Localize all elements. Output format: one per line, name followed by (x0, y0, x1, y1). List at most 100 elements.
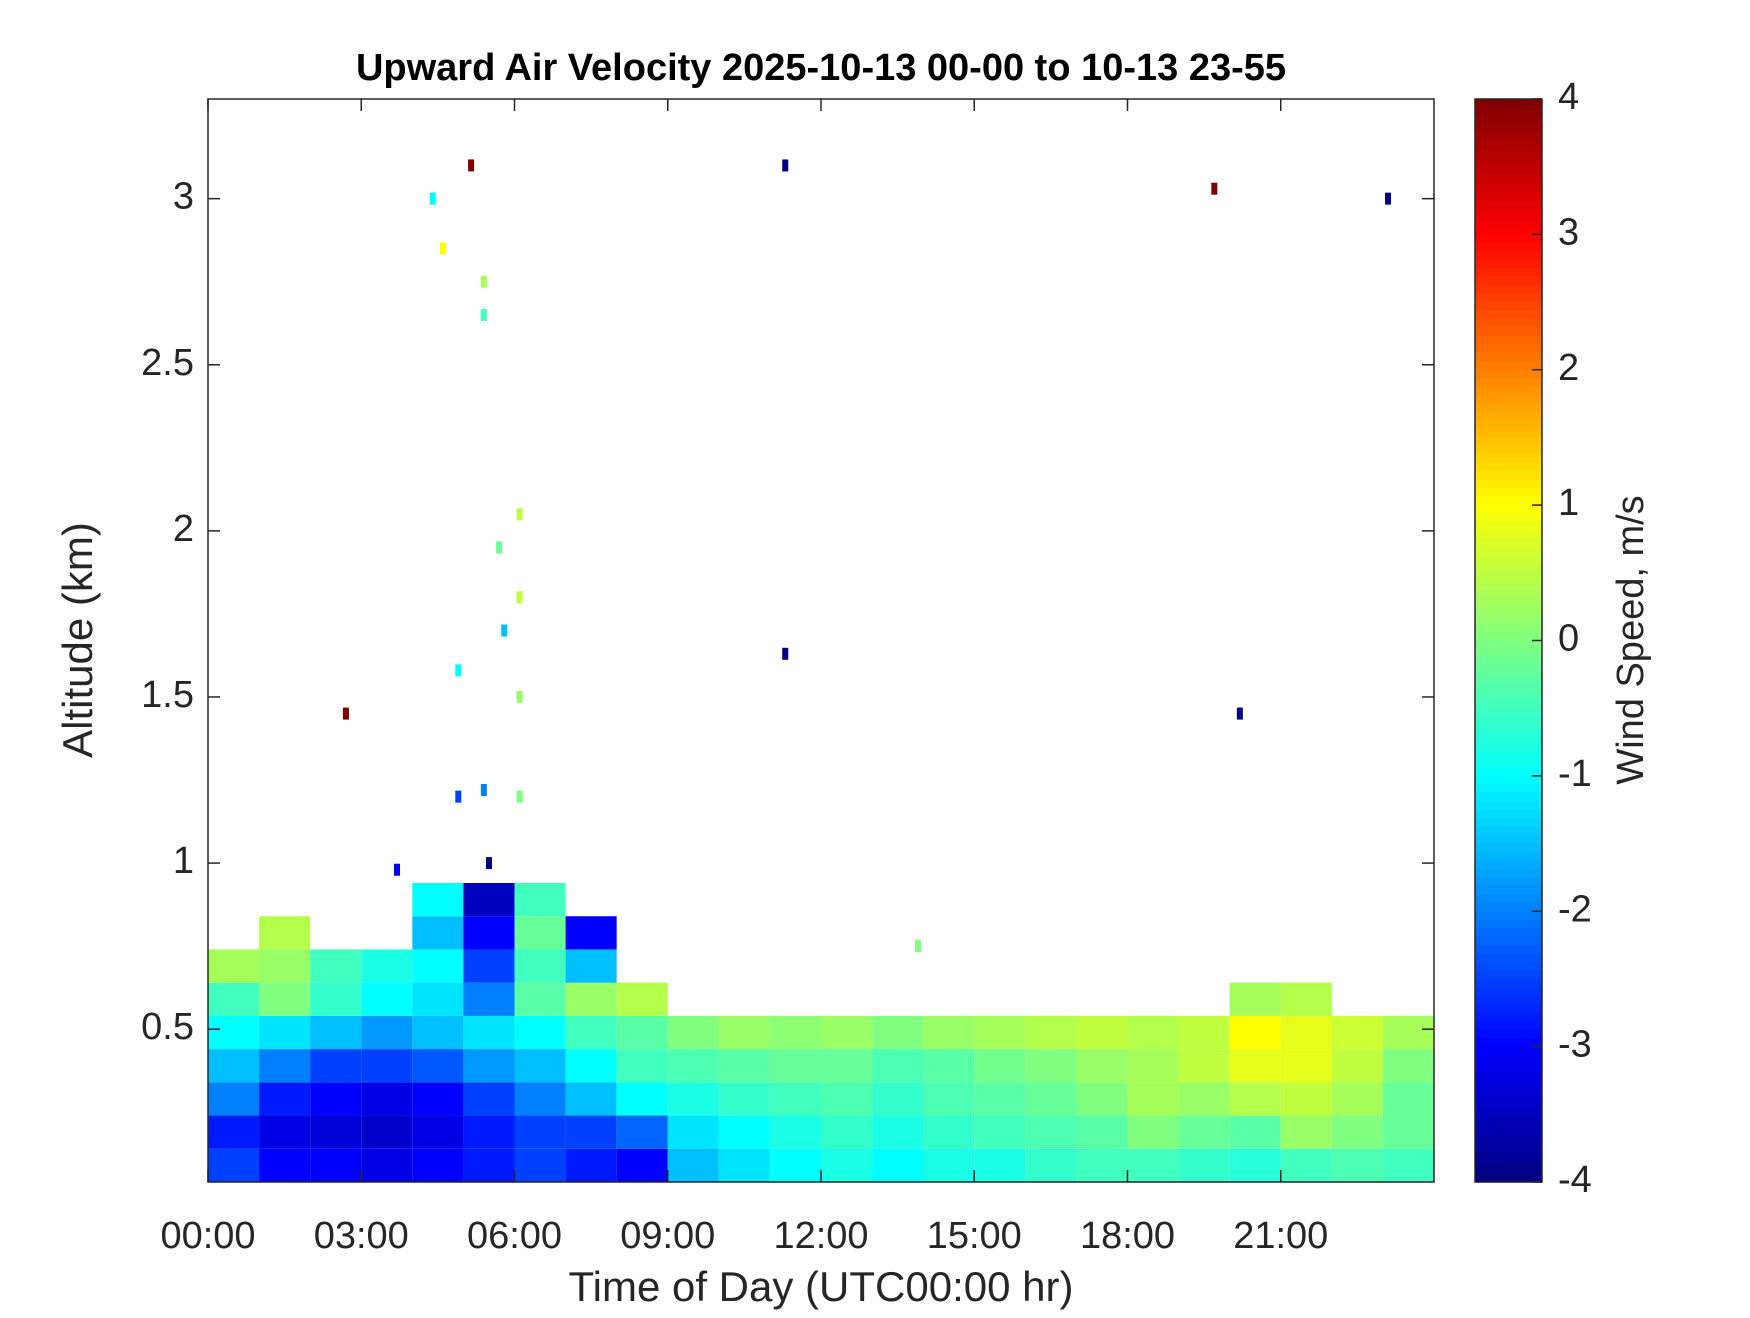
colorbar-segment (1475, 318, 1542, 329)
heatmap-cell (718, 1115, 770, 1149)
colorbar-segment (1475, 758, 1542, 769)
colorbar-segment (1475, 682, 1542, 692)
heatmap-cell (1076, 1115, 1128, 1149)
heatmap-cell (1178, 1148, 1230, 1182)
heatmap-cell (361, 949, 413, 983)
heatmap-cell (1229, 1015, 1281, 1050)
heatmap-cell (1127, 1082, 1179, 1116)
data-point (480, 308, 487, 321)
heatmap-cell (1127, 1148, 1179, 1182)
colorbar-segment (1475, 352, 1542, 362)
colorbar-segment (1475, 1097, 1542, 1107)
heatmap-cell (769, 1049, 821, 1083)
heatmap-cell (872, 1115, 924, 1149)
x-tick-label: 00:00 (160, 1215, 255, 1257)
heatmap-cell (769, 1115, 821, 1149)
colorbar-segment (1475, 1165, 1542, 1175)
colorbar-segment (1475, 361, 1542, 371)
heatmap-cell (616, 1049, 668, 1083)
colorbar-segment (1475, 674, 1542, 684)
colorbar-tick-label: 3 (1558, 211, 1579, 253)
colorbar-segment (1475, 369, 1542, 379)
heatmap-cell (1280, 1049, 1332, 1083)
chart-title: Upward Air Velocity 2025-10-13 00-00 to … (356, 47, 1286, 89)
heatmap-cell (667, 1082, 719, 1116)
heatmap-cell (1025, 1082, 1077, 1116)
heatmap-cell (1127, 1115, 1179, 1149)
heatmap-cell (412, 949, 464, 983)
heatmap-cell (208, 949, 260, 983)
heatmap-cell (821, 1115, 873, 1149)
colorbar-segment (1475, 1173, 1542, 1183)
heatmap-cell (361, 1148, 413, 1182)
colorbar-segment (1475, 1148, 1542, 1158)
colorbar-segment (1475, 1080, 1542, 1090)
colorbar-segment (1475, 132, 1542, 142)
heatmap-cell (1382, 1015, 1434, 1050)
colorbar-segment (1475, 978, 1542, 988)
colorbar-segment (1475, 792, 1542, 802)
heatmap-cell (259, 1049, 311, 1083)
heatmap-cell (208, 1148, 260, 1182)
colorbar-segment (1475, 378, 1542, 388)
colorbar-tick-label: 4 (1558, 76, 1579, 118)
colorbar-segment (1475, 428, 1542, 439)
colorbar-segment (1475, 911, 1542, 921)
colorbar-segment (1475, 843, 1542, 853)
heatmap-cell (923, 1148, 975, 1182)
heatmap-cell (361, 982, 413, 1016)
heatmap-cell (1076, 1148, 1128, 1182)
colorbar-segment (1475, 1072, 1542, 1082)
heatmap-cell (821, 1148, 873, 1182)
data-point (394, 863, 401, 876)
heatmap-cell (514, 982, 566, 1016)
colorbar-tick-label: 0 (1558, 618, 1579, 660)
colorbar-label: Wind Speed, m/s (1610, 495, 1652, 784)
heatmap-cell (1280, 1082, 1332, 1116)
heatmap-cell (667, 1049, 719, 1083)
colorbar-segment (1475, 928, 1542, 938)
y-tick-label: 2.5 (141, 342, 194, 384)
heatmap-cell (974, 1082, 1026, 1116)
heatmap-cell (259, 1115, 311, 1149)
heatmap-cell (310, 1049, 362, 1083)
heatmap-cell (1331, 1082, 1383, 1116)
colorbar-segment (1475, 192, 1542, 202)
heatmap-cell (412, 1082, 464, 1116)
colorbar-segment (1475, 1029, 1542, 1039)
heatmap-cell (923, 1082, 975, 1116)
colorbar-segment (1475, 665, 1542, 675)
heatmap-cell (463, 1115, 515, 1149)
colorbar-segment (1475, 538, 1542, 549)
heatmap-cell (1076, 1082, 1128, 1116)
heatmap-cell (208, 982, 260, 1016)
colorbar-segment (1475, 124, 1542, 134)
colorbar-segment (1475, 259, 1542, 269)
heatmap-cell (1178, 1049, 1230, 1083)
colorbar-segment (1475, 632, 1542, 642)
heatmap-cell (412, 1115, 464, 1149)
colorbar-segment (1475, 818, 1542, 828)
heatmap-cell (310, 1115, 362, 1149)
colorbar-segment (1475, 479, 1542, 489)
heatmap-cell (310, 1015, 362, 1050)
colorbar-tick-label: -4 (1558, 1159, 1592, 1201)
colorbar-segment (1475, 462, 1542, 472)
heatmap-cell (565, 1015, 617, 1050)
heatmap-cell (259, 916, 311, 950)
heatmap-cell (1178, 1115, 1230, 1149)
data-point (782, 647, 789, 660)
colorbar-segment (1475, 335, 1542, 345)
x-tick-label: 12:00 (773, 1215, 868, 1257)
heatmap-cell (872, 1049, 924, 1083)
colorbar-segment (1475, 149, 1542, 159)
colorbar-segment (1475, 725, 1542, 735)
colorbar-segment (1475, 158, 1542, 168)
heatmap-cell (463, 982, 515, 1016)
colorbar-segment (1475, 742, 1542, 752)
heatmap-cell (514, 1115, 566, 1149)
heatmap-cell (1229, 1049, 1281, 1083)
heatmap-cell (463, 1015, 515, 1050)
colorbar-segment (1475, 242, 1542, 252)
